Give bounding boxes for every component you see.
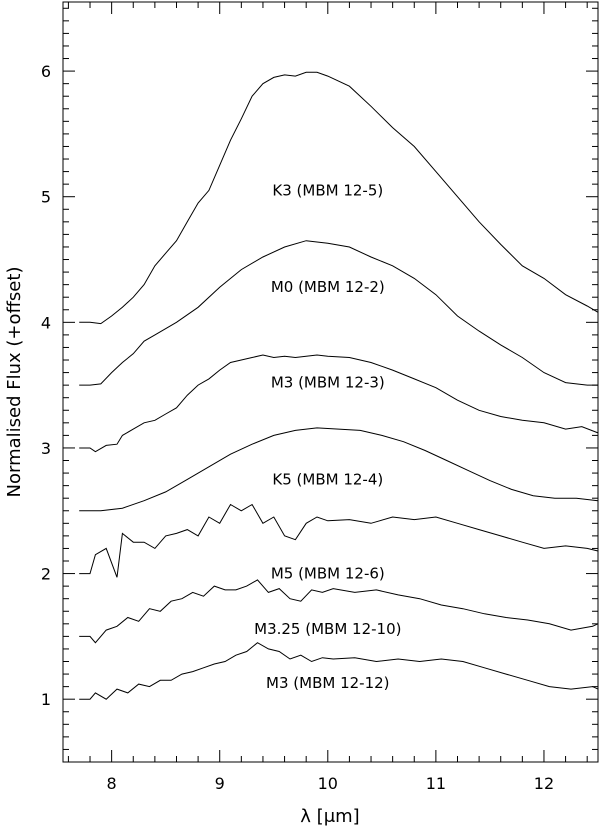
- series-line-3: [79, 427, 599, 512]
- x-tick-label: 10: [318, 774, 338, 793]
- series-line-6: [79, 642, 599, 700]
- x-tick-label: 8: [107, 774, 117, 793]
- series-line-5: [79, 579, 599, 644]
- y-tick-label: 3: [41, 439, 51, 458]
- y-tick-label: 1: [41, 690, 51, 709]
- x-tick-label: 9: [215, 774, 225, 793]
- series-labels: K3 (MBM 12-5) M0 (MBM 12-2) M3 (MBM 12-3) K…: [254, 181, 401, 691]
- plot-frame: [62, 1, 599, 763]
- x-axis-label: λ [μm]: [300, 806, 359, 827]
- y-tick-label: 6: [41, 62, 51, 81]
- series-label-3: K5 (MBM 12-4): [272, 470, 383, 488]
- series-line-0: [79, 71, 599, 325]
- y-tick-label: 2: [41, 565, 51, 584]
- series-line-4: [79, 503, 599, 578]
- series-label-2: M3 (MBM 12-3): [271, 374, 385, 392]
- series-label-6: M3 (MBM 12-12): [266, 674, 390, 692]
- x-tick-label: 11: [426, 774, 446, 793]
- series-line-1: [79, 240, 598, 386]
- x-tick-label: 12: [534, 774, 554, 793]
- series-group: [79, 71, 599, 700]
- series-label-5: M3.25 (MBM 12-10): [254, 620, 401, 638]
- series-line-2: [79, 354, 599, 453]
- y-tick-label: 5: [41, 188, 51, 207]
- y-axis-label: Normalised Flux (+offset): [4, 267, 25, 498]
- y-tick-label: 4: [41, 313, 51, 332]
- series-label-4: M5 (MBM 12-6): [271, 565, 385, 583]
- series-label-1: M0 (MBM 12-2): [271, 278, 385, 296]
- series-label-0: K3 (MBM 12-5): [272, 181, 383, 199]
